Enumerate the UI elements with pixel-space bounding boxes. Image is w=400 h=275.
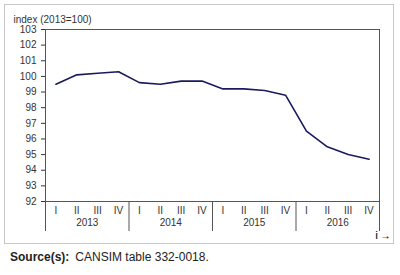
- svg-text:99: 99: [25, 86, 37, 97]
- svg-text:92: 92: [25, 196, 37, 207]
- svg-text:101: 101: [20, 55, 37, 66]
- svg-text:2014: 2014: [160, 217, 183, 228]
- svg-text:102: 102: [20, 39, 37, 50]
- svg-text:III: III: [344, 205, 352, 216]
- svg-text:103: 103: [20, 24, 37, 35]
- html-text:CANSIM table 332-0018.: CANSIM table 332-0018.: [75, 250, 209, 264]
- svg-text:I: I: [222, 205, 225, 216]
- svg-text:94: 94: [25, 164, 37, 175]
- svg-text:97: 97: [25, 118, 37, 129]
- svg-text:96: 96: [25, 133, 37, 144]
- svg-text:II: II: [158, 205, 164, 216]
- svg-text:IV: IV: [281, 205, 291, 216]
- html-text:Source(s):: Source(s):: [10, 250, 70, 264]
- svg-text:I: I: [305, 205, 308, 216]
- svg-text:II: II: [74, 205, 80, 216]
- svg-text:III: III: [177, 205, 185, 216]
- svg-text:93: 93: [25, 180, 37, 191]
- svg-text:100: 100: [20, 71, 37, 82]
- svg-text:IV: IV: [114, 205, 124, 216]
- svg-text:IV: IV: [197, 205, 207, 216]
- svg-text:2015: 2015: [243, 217, 266, 228]
- svg-text:II: II: [325, 205, 331, 216]
- svg-text:98: 98: [25, 102, 37, 113]
- svg-text:I: I: [138, 205, 141, 216]
- svg-text:III: III: [261, 205, 269, 216]
- svg-text:III: III: [94, 205, 102, 216]
- svg-text:i →: i →: [376, 230, 391, 241]
- svg-text:index (2013=100): index (2013=100): [14, 14, 92, 25]
- svg-text:II: II: [241, 205, 247, 216]
- svg-text:95: 95: [25, 149, 37, 160]
- svg-text:IV: IV: [364, 205, 374, 216]
- svg-text:2016: 2016: [327, 217, 350, 228]
- svg-text:i →: i →: [376, 230, 391, 241]
- svg-text:I: I: [55, 205, 58, 216]
- svg-text:2013: 2013: [76, 217, 99, 228]
